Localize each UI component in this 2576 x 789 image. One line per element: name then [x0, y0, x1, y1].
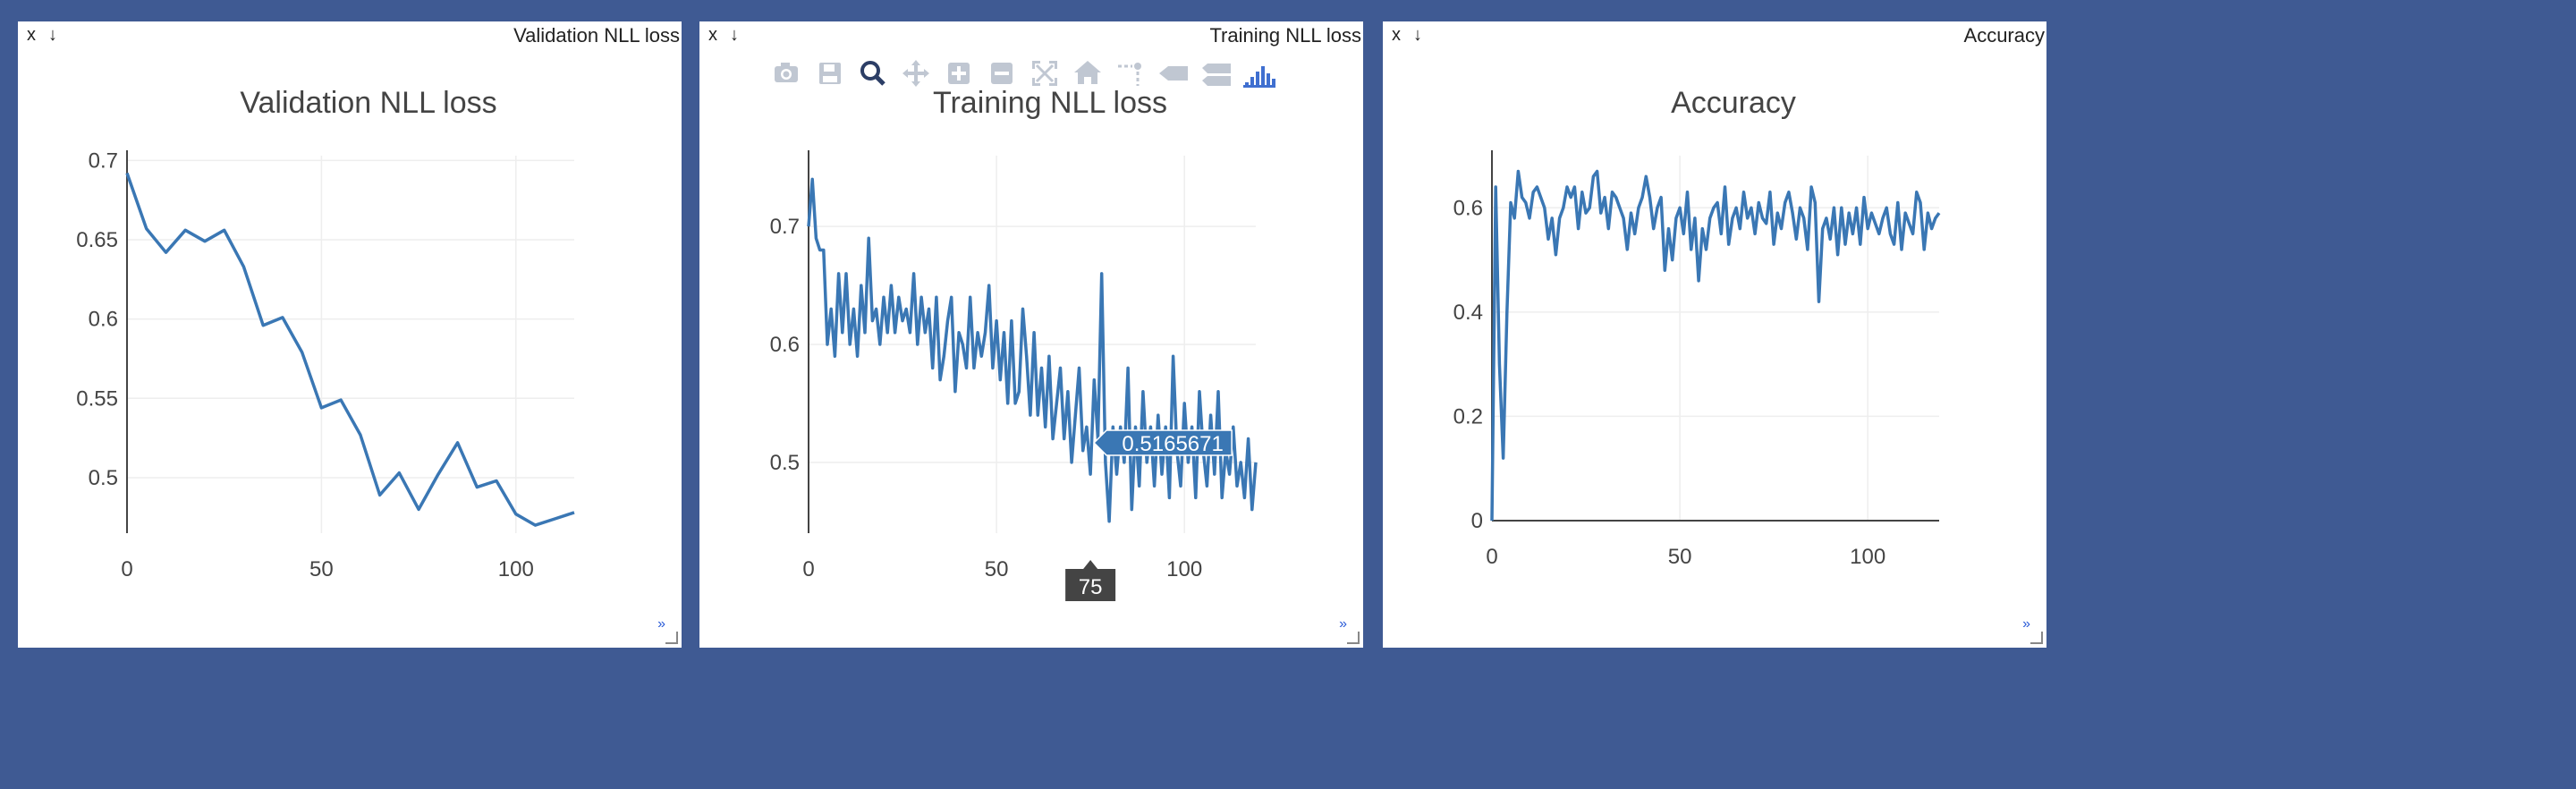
y-tick-label: 0.5 — [770, 451, 800, 475]
download-button[interactable]: ↓ — [48, 25, 57, 45]
camera-icon — [775, 63, 798, 82]
save-button[interactable] — [814, 57, 846, 89]
x-tick-label: 0 — [1486, 545, 1497, 569]
y-tick-label: 0 — [1471, 509, 1483, 533]
download-button[interactable]: ↓ — [1413, 25, 1422, 45]
plotly-logo-button[interactable] — [1243, 57, 1275, 89]
hover-closest-icon — [1159, 66, 1188, 81]
x-tick-label: 50 — [309, 557, 334, 581]
download-button[interactable]: ↓ — [730, 25, 739, 45]
camera-button[interactable] — [771, 57, 803, 89]
zoom-icon — [860, 61, 886, 86]
plot[interactable]: Accuracy 0 50 100 0 0.2 0.4 0.6 — [1383, 21, 2046, 648]
window-title: Accuracy — [1963, 24, 2045, 47]
y-tick-label: 0.7 — [770, 215, 800, 239]
resize-handle[interactable] — [1347, 632, 1360, 644]
series-line[interactable] — [125, 172, 575, 527]
x-tick-label: 0 — [121, 557, 132, 581]
hover-closest-button[interactable] — [1157, 57, 1190, 89]
home-button[interactable] — [1072, 57, 1104, 89]
window-title: Validation NLL loss — [513, 24, 680, 47]
hover-value-label: 0.5165671 — [1093, 429, 1233, 456]
y-tick-label: 0.5 — [89, 466, 118, 490]
resize-handle[interactable] — [2030, 632, 2043, 644]
close-window-button[interactable]: x — [27, 25, 36, 45]
close-window-button[interactable]: x — [1392, 25, 1401, 45]
chart-title: Accuracy — [1671, 86, 1796, 120]
x-tick-label: 50 — [1668, 545, 1692, 569]
y-tick-label: 0.6 — [89, 308, 118, 332]
chart-title: Validation NLL loss — [240, 86, 496, 120]
zoom-button[interactable] — [857, 57, 889, 89]
series-line[interactable] — [1490, 169, 1941, 522]
y-tick-label: 0.2 — [1453, 404, 1483, 428]
x-tick-label: 100 — [498, 557, 534, 581]
y-tick-label: 0.7 — [89, 148, 118, 173]
zoom-out-icon — [991, 63, 1013, 84]
hover-compare-icon — [1202, 64, 1231, 86]
hover-x-label: 75 — [1065, 560, 1116, 601]
hover-compare-button[interactable] — [1200, 57, 1233, 89]
close-window-button[interactable]: x — [708, 25, 717, 45]
autoscale-icon — [1032, 61, 1057, 86]
svg-text:75: 75 — [1079, 575, 1103, 599]
zoom-in-icon — [948, 63, 970, 84]
x-tick-label: 50 — [985, 557, 1009, 581]
plot-modebar — [771, 54, 1275, 93]
x-tick-label: 100 — [1166, 557, 1202, 581]
svg-text:0.5165671: 0.5165671 — [1122, 432, 1223, 456]
pan-icon — [902, 60, 929, 87]
x-tick-label: 100 — [1850, 545, 1885, 569]
plot[interactable]: Validation NLL loss 0 50 100 0.5 0.55 0.6 0.65 0… — [18, 21, 682, 648]
spike-lines-button[interactable] — [1114, 57, 1147, 89]
y-tick-label: 0.6 — [1453, 196, 1483, 220]
zoom-out-button[interactable] — [986, 57, 1018, 89]
y-tick-label: 0.55 — [76, 386, 118, 411]
window-validation-nll-loss: x ↓ Validation NLL loss Validation NLL l… — [18, 21, 682, 648]
chart-title: Training NLL loss — [933, 86, 1167, 120]
window-accuracy: x ↓ Accuracy Accuracy 0 50 100 0 0.2 0.4 0.6 » — [1383, 21, 2046, 648]
autoscale-button[interactable] — [1029, 57, 1061, 89]
expand-more-button[interactable]: » — [1339, 616, 1347, 632]
y-tick-label: 0.4 — [1453, 301, 1483, 325]
y-tick-label: 0.65 — [76, 228, 118, 252]
spike-lines-icon — [1118, 63, 1141, 86]
pan-button[interactable] — [900, 57, 932, 89]
y-tick-label: 0.6 — [770, 333, 800, 357]
save-icon — [819, 63, 841, 84]
series-line[interactable] — [807, 177, 1258, 523]
window-title: Training NLL loss — [1209, 24, 1361, 47]
plotly-logo-icon — [1243, 66, 1275, 88]
expand-more-button[interactable]: » — [2022, 616, 2030, 632]
home-icon — [1074, 61, 1101, 84]
zoom-in-button[interactable] — [943, 57, 975, 89]
expand-more-button[interactable]: » — [657, 616, 665, 632]
x-tick-label: 0 — [802, 557, 814, 581]
plot[interactable]: Training NLL loss 0 50 100 0.5 0.6 0.7 0.516567… — [699, 21, 1363, 648]
resize-handle[interactable] — [665, 632, 678, 644]
window-training-nll-loss: x ↓ Training NLL loss Training NLL loss 0… — [699, 21, 1363, 648]
